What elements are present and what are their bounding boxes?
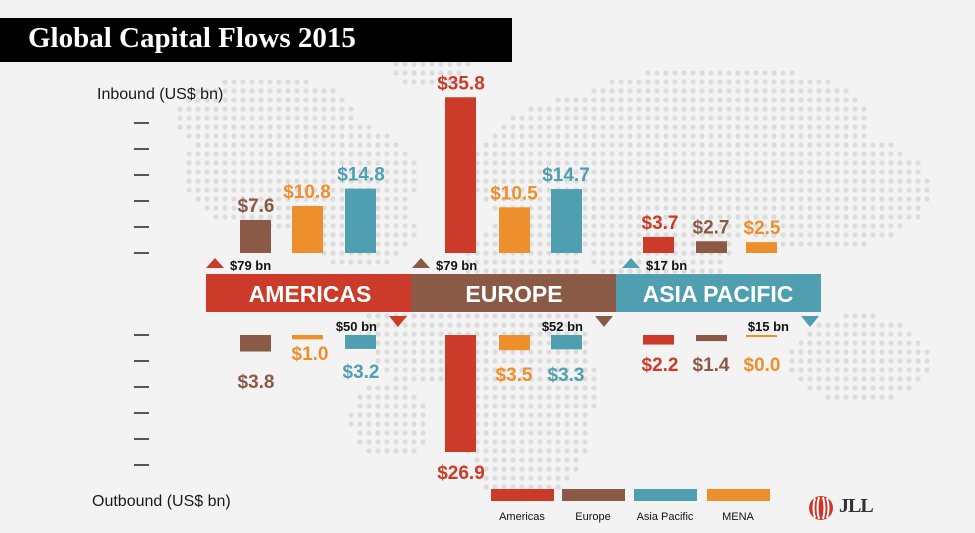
inbound-arrow-icon: [412, 258, 430, 268]
region-band-asia-pacific: [616, 274, 821, 312]
inbound-bar-europe-0: [445, 97, 476, 254]
legend-label: MENA: [722, 511, 754, 523]
inbound-bar-americas-1: [292, 206, 323, 253]
inbound-arrow-icon: [206, 258, 224, 268]
inbound-bar-asia-pacific-2: [746, 242, 777, 253]
outbound-axis-label: Outbound (US$ bn): [92, 493, 231, 510]
region-label-europe: EUROPE: [465, 281, 562, 307]
inbound-value-label: $35.8: [437, 73, 485, 94]
outbound-bar-americas-0: [240, 335, 271, 352]
outbound-bar-europe-1: [499, 335, 530, 351]
outbound-bar-americas-2: [345, 335, 376, 349]
region-band-europe: [411, 274, 616, 312]
region-band-americas: [206, 274, 411, 312]
inbound-axis-label: Inbound (US$ bn): [97, 86, 224, 103]
inbound-bar-americas-0: [240, 219, 271, 253]
outbound-bar-asia-pacific-1: [696, 335, 727, 342]
outbound-value-label: $0.0: [744, 355, 781, 376]
outbound-value-label: $3.8: [238, 372, 275, 393]
inbound-value-label: $2.7: [693, 217, 730, 238]
outbound-bar-europe-2: [551, 335, 582, 350]
outbound-value-label: $3.3: [548, 365, 585, 386]
inbound-value-label: $10.5: [490, 183, 538, 204]
outbound-arrow-icon: [801, 316, 819, 327]
outbound-arrow-icon: [389, 316, 407, 327]
inbound-bar-asia-pacific-0: [643, 236, 674, 253]
legend-swatch-asia-pacific: [634, 489, 697, 501]
outbound-bar-asia-pacific-0: [643, 335, 674, 345]
outbound-value-label: $1.4: [693, 355, 730, 376]
inbound-value-label: $10.8: [283, 182, 331, 203]
outbound-value-label: $26.9: [437, 463, 485, 484]
legend-swatch-europe: [562, 489, 625, 501]
outbound-bar-americas-1: [292, 335, 323, 340]
outbound-value-label: $1.0: [292, 344, 329, 365]
region-label-asia-pacific: ASIA PACIFIC: [643, 281, 794, 307]
inbound-bar-europe-2: [551, 189, 582, 253]
inbound-value-label: $7.6: [238, 196, 275, 217]
outbound-total-label: $15 bn: [748, 319, 789, 334]
inbound-total-label: $17 bn: [646, 258, 687, 273]
inbound-value-label: $14.7: [542, 165, 590, 186]
outbound-value-label: $3.2: [343, 362, 380, 383]
inbound-bar-asia-pacific-1: [696, 241, 727, 253]
inbound-value-label: $14.8: [337, 165, 385, 186]
legend-label: Asia Pacific: [637, 511, 694, 523]
jll-logo-icon: [809, 496, 833, 520]
outbound-total-label: $50 bn: [336, 319, 377, 334]
legend-label: Europe: [575, 511, 610, 523]
title-banner: [0, 18, 512, 62]
inbound-total-label: $79 bn: [436, 258, 477, 273]
inbound-value-label: $3.7: [642, 213, 679, 234]
outbound-arrow-icon: [595, 316, 613, 327]
outbound-value-label: $3.5: [496, 365, 533, 386]
legend-label: Americas: [499, 511, 545, 523]
inbound-bar-americas-2: [345, 188, 376, 253]
outbound-bar-asia-pacific-2: [746, 335, 777, 337]
legend-swatch-americas: [491, 489, 554, 501]
outbound-value-label: $2.2: [642, 355, 679, 376]
jll-logo-text: JLL: [839, 495, 874, 517]
inbound-bar-europe-1: [499, 207, 530, 253]
inbound-total-label: $79 bn: [230, 258, 271, 273]
outbound-bar-europe-0: [445, 335, 476, 453]
inbound-arrow-icon: [622, 258, 640, 268]
outbound-total-label: $52 bn: [542, 319, 583, 334]
inbound-value-label: $2.5: [744, 218, 781, 239]
legend-swatch-mena: [707, 489, 770, 501]
chart-title: Global Capital Flows 2015: [28, 22, 356, 54]
region-label-americas: AMERICAS: [249, 281, 372, 307]
